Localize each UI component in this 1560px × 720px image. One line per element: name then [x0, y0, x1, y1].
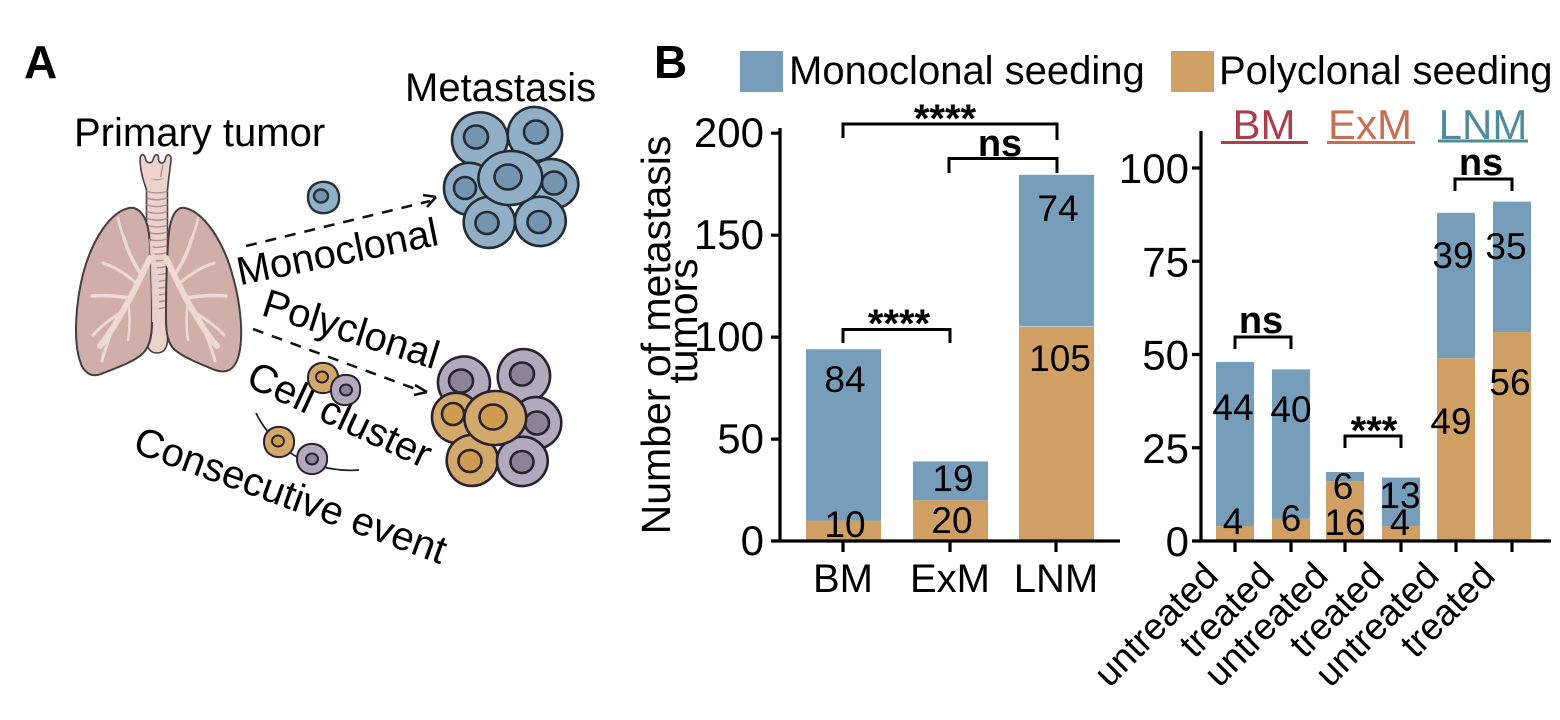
svg-text:Metastasis: Metastasis [405, 66, 596, 110]
svg-text:0: 0 [741, 517, 764, 564]
svg-text:74: 74 [1037, 188, 1078, 229]
svg-text:50: 50 [1142, 332, 1189, 379]
svg-text:Monoclonal seeding: Monoclonal seeding [789, 49, 1145, 93]
svg-text:10: 10 [824, 504, 865, 545]
svg-text:4: 4 [1390, 502, 1411, 543]
svg-text:tumors: tumors [660, 258, 706, 383]
svg-text:56: 56 [1489, 362, 1530, 403]
svg-text:13: 13 [1379, 475, 1420, 516]
svg-text:ns: ns [1459, 142, 1503, 184]
svg-text:0: 0 [1166, 518, 1189, 565]
svg-text:200: 200 [694, 109, 764, 156]
svg-text:4: 4 [1223, 501, 1244, 542]
svg-text:6: 6 [1281, 498, 1302, 539]
svg-text:ns: ns [978, 123, 1022, 165]
svg-text:****: **** [914, 97, 977, 141]
svg-text:35: 35 [1485, 226, 1526, 267]
svg-text:A: A [24, 36, 57, 88]
svg-text:49: 49 [1430, 401, 1471, 442]
svg-text:50: 50 [717, 415, 764, 462]
svg-text:BM: BM [813, 557, 873, 601]
svg-text:Number of metastasis: Number of metastasis [633, 136, 679, 535]
svg-text:25: 25 [1142, 425, 1189, 472]
svg-text:44: 44 [1212, 387, 1253, 428]
svg-text:****: **** [868, 302, 931, 346]
svg-text:75: 75 [1142, 238, 1189, 285]
svg-text:Polyclonal seeding: Polyclonal seeding [1219, 49, 1553, 93]
svg-text:40: 40 [1270, 389, 1311, 430]
svg-text:19: 19 [932, 458, 973, 499]
svg-text:100: 100 [1119, 145, 1189, 192]
svg-text:100: 100 [694, 313, 764, 360]
svg-text:ExM: ExM [1328, 101, 1412, 148]
svg-text:84: 84 [824, 359, 865, 400]
svg-text:6: 6 [1333, 466, 1354, 507]
svg-text:105: 105 [1029, 338, 1091, 379]
svg-text:150: 150 [694, 211, 764, 258]
svg-text:BM: BM [1233, 101, 1296, 148]
svg-text:***: *** [1351, 409, 1398, 453]
svg-text:B: B [654, 36, 687, 88]
svg-text:ns: ns [1239, 300, 1283, 342]
svg-text:LNM: LNM [1014, 557, 1098, 601]
svg-text:ExM: ExM [910, 557, 990, 601]
svg-text:20: 20 [931, 500, 972, 541]
svg-text:16: 16 [1324, 502, 1365, 543]
svg-text:Primary tumor: Primary tumor [74, 111, 325, 155]
svg-text:39: 39 [1432, 235, 1473, 276]
